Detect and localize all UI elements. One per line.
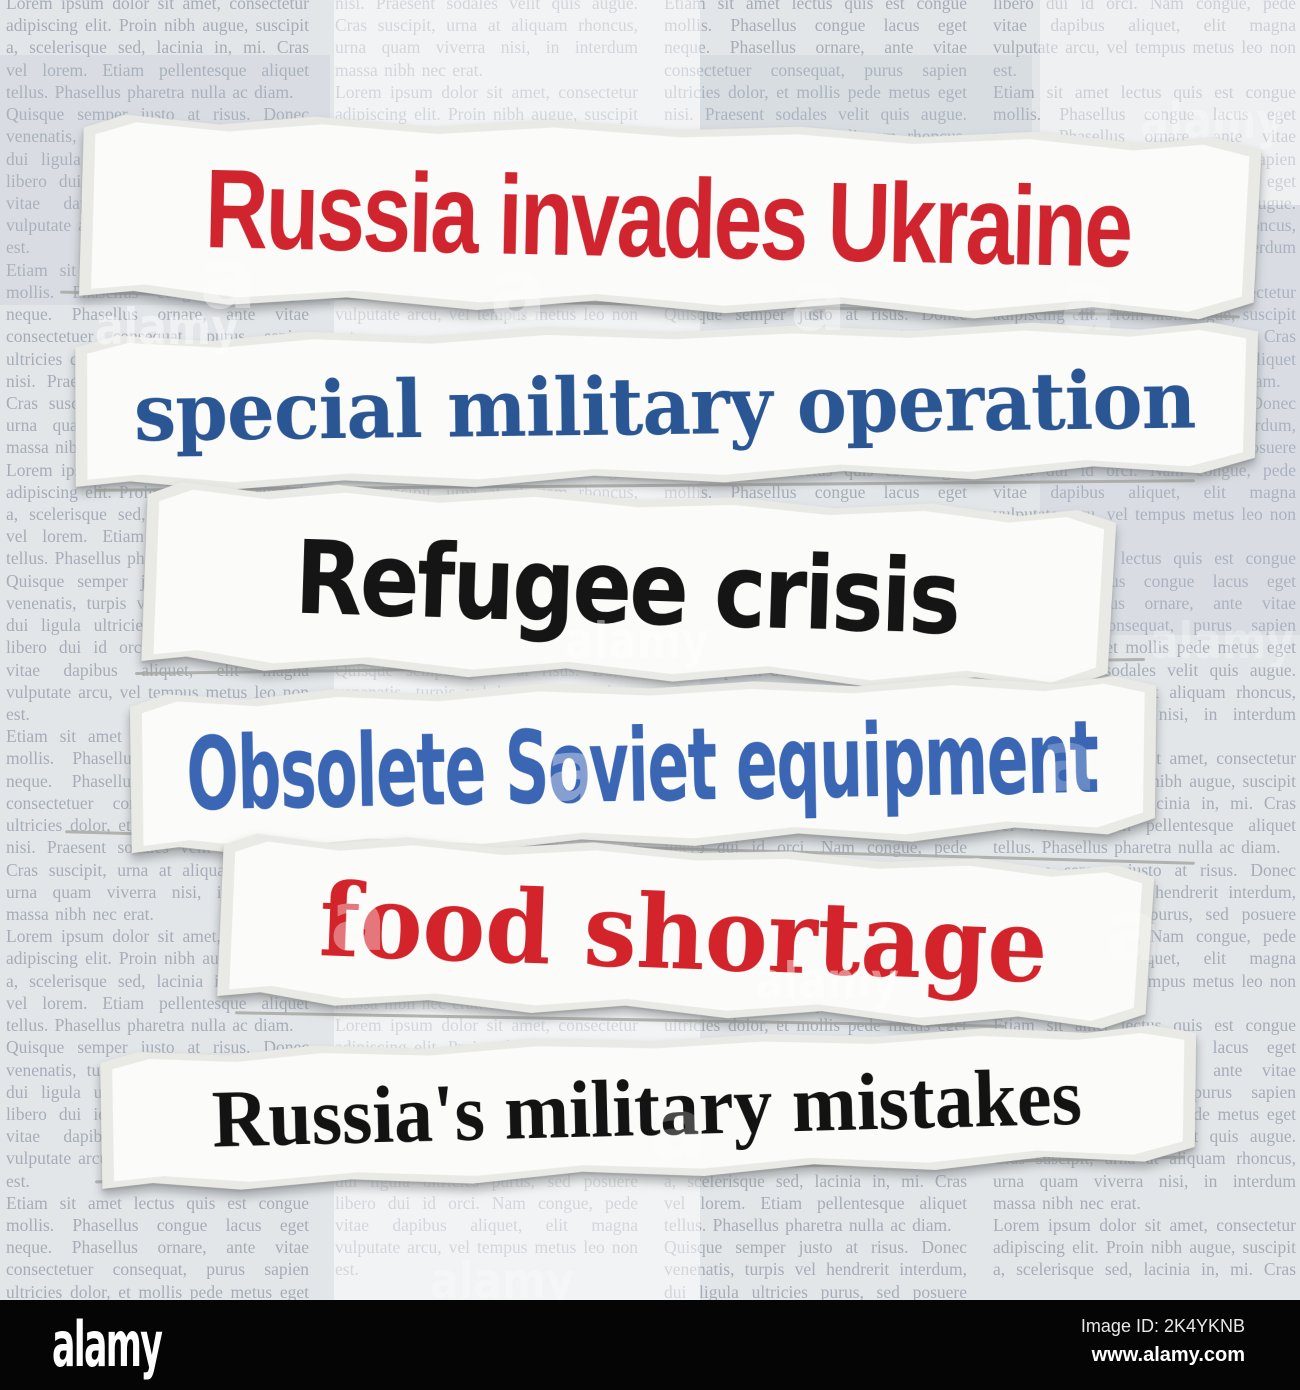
clipping-food-shortage: food shortage xyxy=(225,835,1142,1030)
torn-paper: Obsolete Soviet equipment xyxy=(137,678,1148,853)
torn-paper: Refugee crisis xyxy=(149,483,1104,693)
headline-text: Obsolete Soviet equipment xyxy=(185,698,1099,834)
headline-text: Russia's military mistakes xyxy=(210,1050,1083,1165)
torn-paper: special military operation xyxy=(81,325,1248,487)
alamy-url-text: www.alamy.com xyxy=(1091,1344,1245,1366)
image-id-text: Image ID: 2K4YKNB xyxy=(1080,1316,1245,1336)
headline-text: food shortage xyxy=(317,860,1051,1006)
clipping-russias-military-mistakes: Russia's military mistakes xyxy=(106,1028,1187,1188)
clipping-special-military-operation: special military operation xyxy=(81,325,1248,487)
headline-text: special military operation xyxy=(133,352,1196,460)
clipping-russia-invades-ukraine: Russia invades Ukraine xyxy=(86,116,1250,322)
footer-info: Image ID: 2K4YKNB www.alamy.com xyxy=(1081,1316,1245,1367)
alamy-logo: alamy xyxy=(52,1308,163,1381)
torn-paper: food shortage xyxy=(225,835,1142,1030)
headline-text: Refugee crisis xyxy=(293,518,961,658)
headline-text: Russia invades Ukraine xyxy=(204,146,1132,291)
alamy-footer-bar: alamy Image ID: 2K4YKNB www.alamy.com xyxy=(0,1300,1300,1390)
clipping-refugee-crisis: Refugee crisis xyxy=(149,483,1104,693)
clipping-obsolete-soviet-equipment: Obsolete Soviet equipment xyxy=(137,678,1148,853)
torn-paper: Russia's military mistakes xyxy=(106,1028,1187,1188)
torn-paper: Russia invades Ukraine xyxy=(86,116,1250,322)
